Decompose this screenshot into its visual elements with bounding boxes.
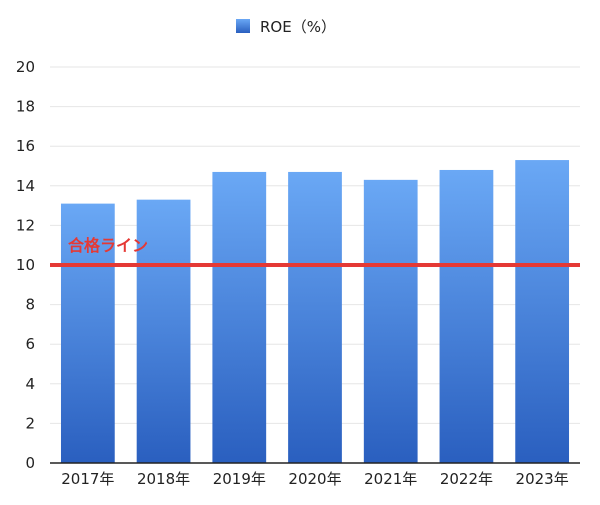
bar-2020年 (288, 171, 342, 463)
y-tick-label: 6 (25, 335, 35, 353)
x-tick-label: 2017年 (61, 470, 114, 488)
x-tick-label: 2021年 (364, 470, 417, 488)
x-tick-label: 2019年 (213, 470, 266, 488)
y-tick-label: 10 (16, 256, 35, 274)
bar-2018年 (136, 199, 191, 463)
x-tick-label: 2023年 (516, 470, 569, 488)
y-tick-label: 18 (16, 98, 35, 116)
y-tick-label: 4 (25, 375, 35, 393)
bar-2022年 (439, 169, 494, 463)
x-tick-label: 2022年 (440, 470, 493, 488)
y-tick-label: 20 (16, 58, 35, 76)
y-tick-label: 16 (16, 137, 35, 155)
y-tick-label: 0 (25, 454, 35, 472)
y-tick-label: 2 (25, 414, 35, 432)
y-tick-label: 8 (25, 296, 35, 314)
y-tick-label: 14 (16, 177, 35, 195)
reference-line-label: 合格ライン (68, 236, 148, 255)
reference-line-group: 合格ライン (50, 236, 580, 267)
y-tick-label: 12 (16, 216, 35, 234)
legend-swatch (236, 19, 250, 33)
y-axis-ticks: 0 2 4 6 8 10 12 14 16 18 20 (16, 58, 35, 472)
x-tick-label: 2018年 (137, 470, 190, 488)
bars (60, 160, 570, 464)
legend: ROE（%） (236, 18, 336, 36)
bar-2017年 (60, 203, 115, 463)
x-axis-ticks: 2017年 2018年 2019年 2020年 2021年 2022年 2023年 (61, 470, 568, 488)
bar-2021年 (363, 179, 418, 464)
bar-2023年 (515, 160, 570, 463)
bar-2019年 (212, 171, 267, 463)
legend-label: ROE（%） (260, 18, 336, 36)
x-tick-label: 2020年 (288, 470, 341, 488)
